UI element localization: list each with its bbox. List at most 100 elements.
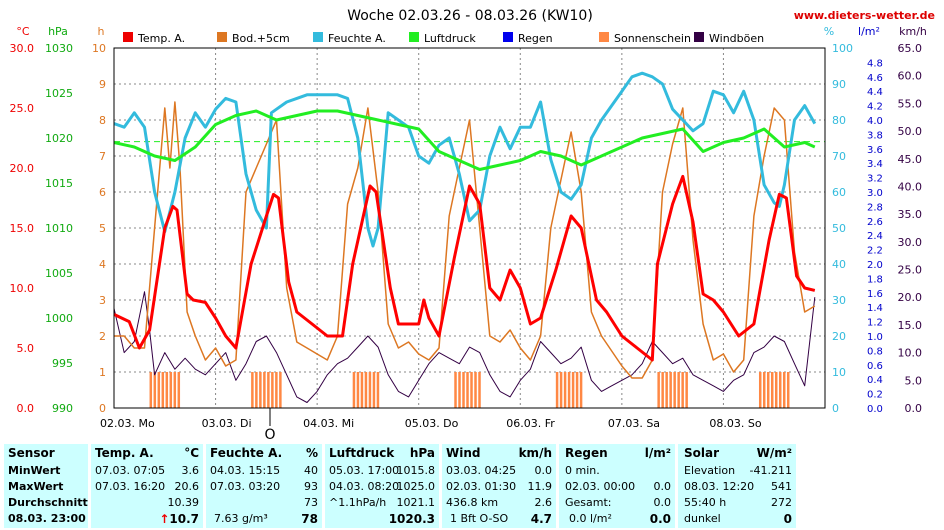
wind-axis-unit: km/h	[899, 25, 927, 38]
weather-chart: Woche 02.03.26 - 08.03.26 (KW10) www.die…	[10, 8, 936, 441]
press-axis-unit: hPa	[48, 25, 68, 38]
solar-state: dunkel	[684, 512, 721, 525]
wind-tick-label: 40.0	[898, 180, 923, 193]
regen-max-time: 02.03. 00:00	[565, 480, 636, 493]
stats-table: Sensor MinWert MaxWert Durchschnitt 08.0…	[0, 441, 944, 530]
feuchte-head: Feuchte A.	[210, 446, 283, 460]
legend-label: Temp. A.	[137, 32, 185, 45]
sunshine-bar	[251, 372, 254, 408]
sunshine-bar	[677, 372, 680, 408]
temp-trend-arrow-icon: ↑	[159, 512, 170, 526]
wind-head: Wind	[446, 446, 481, 460]
sun-tick-label: 0	[99, 402, 106, 415]
temp-tick-label: 10.0	[10, 282, 35, 295]
sunshine-bar	[661, 372, 664, 408]
website-link[interactable]: www.dieters-wetter.de	[794, 9, 935, 22]
sunshine-bar	[657, 372, 660, 408]
sunshine-bar	[766, 372, 770, 408]
sensor-head: Sensor	[8, 446, 55, 460]
legend-label: Luftdruck	[424, 32, 476, 45]
temp-tick-label: 30.0	[10, 42, 35, 55]
sunshine-bar	[669, 372, 672, 408]
rain-tick-label: 1.4	[867, 303, 883, 314]
sunshine-bar	[778, 372, 782, 408]
rain-axis-unit: l/m²	[858, 25, 880, 38]
rain-tick-label: 4.0	[867, 116, 883, 127]
day-tick-label: 06.03. Fr	[506, 417, 555, 430]
press-tick-label: 990	[52, 402, 73, 415]
wind-unit: km/h	[518, 446, 552, 460]
rain-tick-label: 3.2	[867, 174, 883, 185]
rain-tick-label: 2.8	[867, 202, 883, 213]
hum-tick-label: 80	[832, 114, 846, 127]
wind-tick-label: 25.0	[898, 264, 923, 277]
rain-tick-label: 0.2	[867, 390, 883, 401]
rain-tick-label: 3.0	[867, 188, 883, 199]
sunshine-bar	[462, 372, 465, 408]
legend-swatch	[313, 32, 323, 42]
sunshine-bar	[673, 372, 676, 408]
wind-tick-label: 5.0	[905, 374, 923, 387]
sunshine-bar	[782, 372, 786, 408]
luftdruck-unit: hPa	[409, 446, 435, 460]
feuchte-current-value: 78	[301, 512, 318, 526]
press-tick-label: 1000	[45, 312, 73, 325]
sun-axis-unit: h	[98, 25, 105, 38]
sun-tick-label: 9	[99, 78, 106, 91]
day-tick-label: 08.03. So	[709, 417, 761, 430]
luftdruck-trend: ^1.1hPa/h	[329, 496, 387, 509]
series-line-windb-en	[113, 291, 816, 403]
rain-tick-label: 4.2	[867, 102, 883, 113]
regen-max-value: 0.0	[653, 480, 672, 493]
temp-tick-label: 25.0	[10, 102, 35, 115]
regen-today: 0.0 l/m²	[569, 512, 612, 525]
sunshine-bar	[161, 372, 165, 408]
sunshine-bar	[177, 372, 181, 408]
wind-tick-label: 35.0	[898, 208, 923, 221]
hum-tick-label: 10	[832, 366, 846, 379]
sunshine-bar	[770, 372, 774, 408]
sunshine-bar	[559, 372, 563, 408]
legend-swatch	[503, 32, 513, 42]
chart-title: Woche 02.03.26 - 08.03.26 (KW10)	[347, 8, 593, 24]
temp-unit: °C	[184, 446, 199, 460]
temp-max-time: 07.03. 16:20	[95, 480, 166, 493]
day-tick-label: 05.03. Do	[405, 417, 459, 430]
wind-tick-label: 20.0	[898, 291, 923, 304]
luftdruck-max-time: 04.03. 08:20	[329, 480, 400, 493]
series-line-bod-5cm	[114, 101, 816, 379]
press-tick-label: 1025	[45, 87, 73, 100]
wind-bft: 1 Bft O-SO	[450, 512, 509, 525]
hum-tick-label: 50	[832, 222, 846, 235]
solar-max-value: 541	[771, 480, 792, 493]
feuchte-abs: 7.63 g/m³	[214, 512, 268, 525]
time-cursor-marker: O	[264, 427, 275, 441]
sensor-row-avg: Durchschnitt	[8, 496, 88, 509]
sensor-row-max: MaxWert	[8, 480, 64, 493]
sun-tick-label: 8	[99, 114, 106, 127]
press-tick-label: 1015	[45, 177, 73, 190]
sunshine-bar	[153, 372, 157, 408]
hum-axis-unit: %	[824, 25, 834, 38]
sun-tick-label: 3	[99, 294, 106, 307]
hum-tick-label: 70	[832, 150, 846, 163]
sunshine-bar	[681, 372, 684, 408]
wind-tick-label: 15.0	[898, 319, 923, 332]
sunshine-bar	[567, 372, 571, 408]
sunshine-bar	[470, 372, 473, 408]
sunshine-bar	[279, 372, 282, 408]
legend-label: Bod.+5cm	[232, 32, 290, 45]
sun-tick-label: 2	[99, 330, 106, 343]
sunshine-bar	[555, 372, 559, 408]
temp-avg-value: 10.39	[167, 496, 200, 509]
wind-tick-label: 55.0	[898, 97, 923, 110]
sun-tick-label: 5	[99, 222, 106, 235]
regen-total-value: 0.0	[653, 496, 672, 509]
sun-tick-label: 6	[99, 186, 106, 199]
sunshine-bar	[786, 372, 790, 408]
regen-head: Regen	[565, 446, 608, 460]
chart-legend: Temp. A. Bod.+5cm Feuchte A. Luftdruck Regen…	[123, 32, 764, 45]
temp-head: Temp. A.	[95, 446, 154, 460]
col-wind: Wind km/h 03.03. 04:25 0.0 02.03. 01:30 11.…	[442, 444, 556, 528]
sensor-row-min: MinWert	[8, 464, 61, 477]
